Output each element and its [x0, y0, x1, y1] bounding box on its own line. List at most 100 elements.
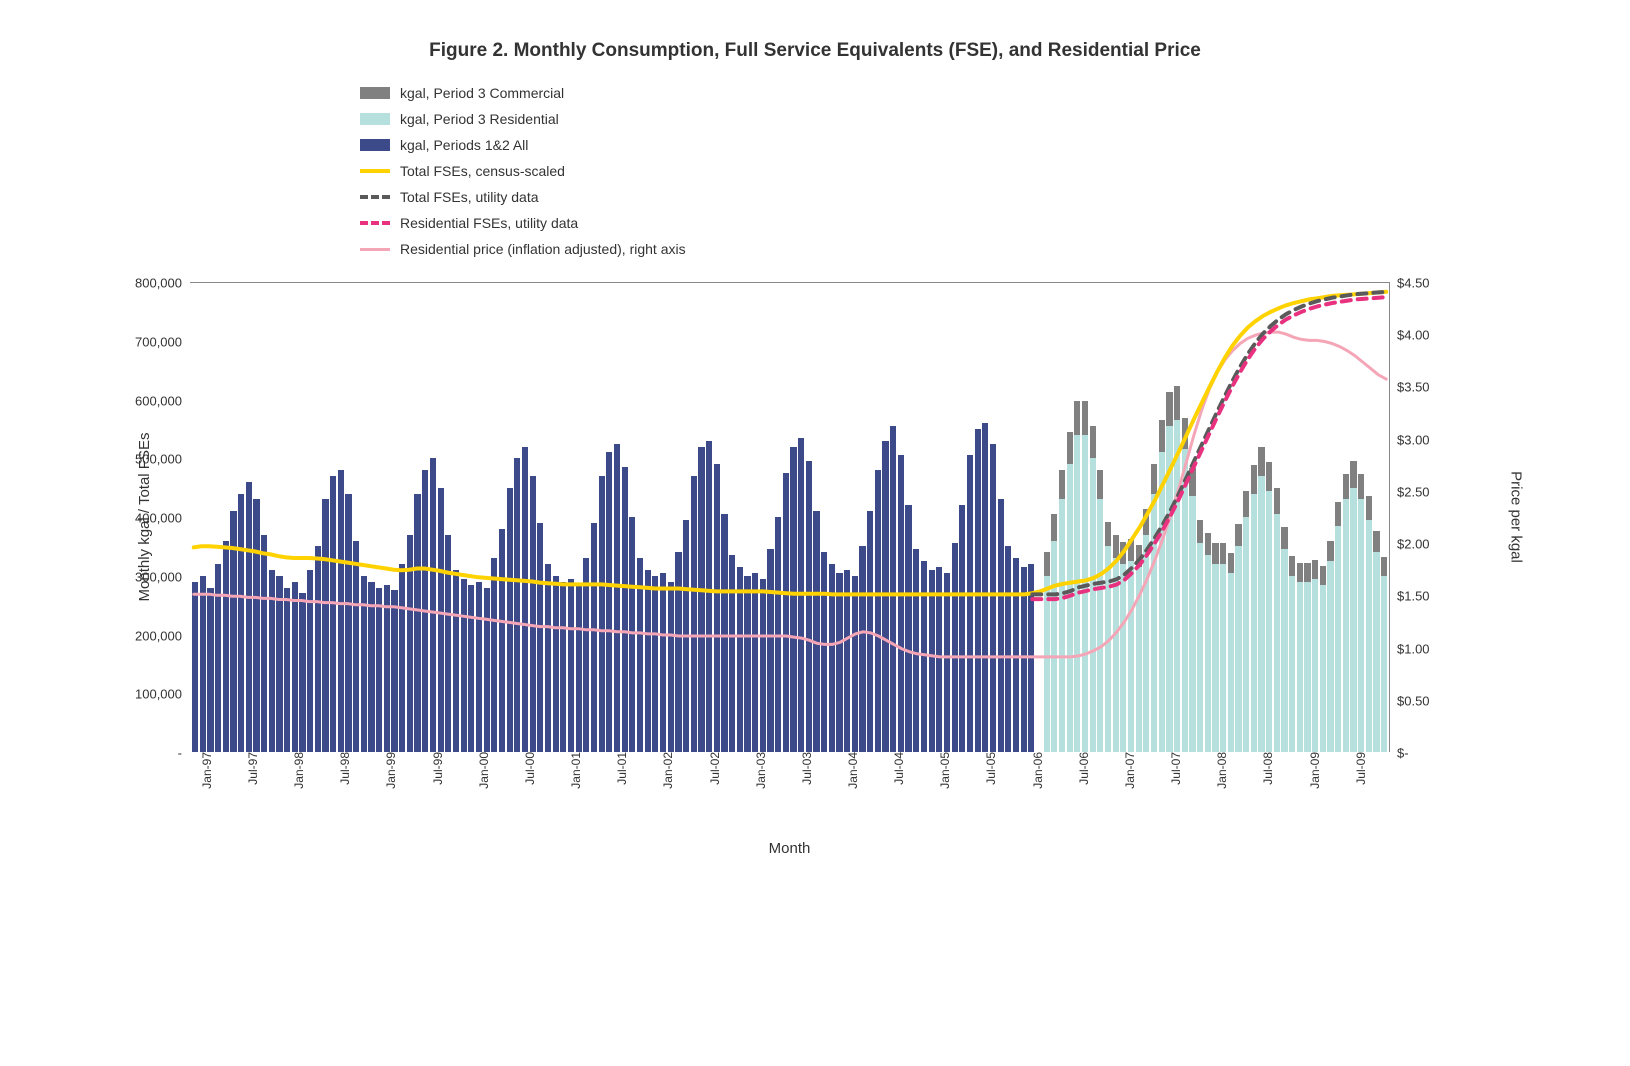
legend-line-swatch: [360, 248, 390, 251]
bar: [1343, 283, 1349, 752]
bar: [652, 283, 658, 752]
bar: [253, 283, 259, 752]
y-right-tick: $1.50: [1389, 589, 1430, 604]
bar-seg-period12: [614, 444, 620, 752]
bar: [330, 283, 336, 752]
bar-seg-period3-res: [1113, 558, 1119, 752]
chart-title: Figure 2. Monthly Consumption, Full Serv…: [60, 40, 1570, 62]
y-axis-right-label: Price per kgal: [1507, 471, 1524, 563]
bar: [629, 283, 635, 752]
bar: [921, 283, 927, 752]
bar-seg-period3-com: [1082, 401, 1088, 435]
y-left-tick: 100,000: [135, 687, 190, 702]
bar-seg-period12: [276, 576, 282, 752]
bar-seg-period3-res: [1373, 552, 1379, 752]
bar: [882, 283, 888, 752]
bar-seg-period3-res: [1120, 564, 1126, 752]
bar: [944, 283, 950, 752]
bar-seg-period3-com: [1327, 541, 1333, 562]
bar-seg-period12: [905, 505, 911, 752]
x-tick: Jul-07: [1163, 752, 1183, 785]
bar-seg-period3-res: [1097, 499, 1103, 752]
bar-seg-period12: [461, 579, 467, 752]
bar-seg-period12: [1005, 546, 1011, 752]
bar-seg-period12: [430, 458, 436, 752]
bar: [675, 283, 681, 752]
bar: [1044, 283, 1050, 752]
bar: [775, 283, 781, 752]
bar-seg-period12: [537, 523, 543, 752]
legend-line-swatch: [360, 221, 390, 225]
bar-seg-period12: [215, 564, 221, 752]
bar: [399, 283, 405, 752]
bar-seg-period12: [744, 576, 750, 752]
bar-seg-period12: [1021, 567, 1027, 752]
bar: [1251, 283, 1257, 752]
bar-seg-period12: [1028, 564, 1034, 752]
bar-seg-period12: [368, 582, 374, 752]
bar: [384, 283, 390, 752]
bar: [844, 283, 850, 752]
bar: [1189, 283, 1195, 752]
bar-seg-period12: [407, 535, 413, 752]
bar-seg-period12: [760, 579, 766, 752]
y-left-tick: 200,000: [135, 628, 190, 643]
bar-seg-period3-com: [1212, 543, 1218, 564]
bar-seg-period12: [353, 541, 359, 753]
bar: [530, 283, 536, 752]
bar-seg-period3-com: [1312, 560, 1318, 579]
bar-seg-period12: [790, 447, 796, 753]
x-tick: Jul-97: [240, 752, 260, 785]
bar-seg-period12: [967, 455, 973, 752]
bar-seg-period12: [637, 558, 643, 752]
bar: [683, 283, 689, 752]
bar-seg-period3-res: [1059, 499, 1065, 752]
bar: [706, 283, 712, 752]
bar-seg-period3-res: [1243, 517, 1249, 752]
bar-seg-period3-res: [1136, 567, 1142, 752]
bar: [760, 283, 766, 752]
bar-seg-period12: [629, 517, 635, 752]
bar-seg-period3-com: [1205, 533, 1211, 555]
bar-seg-period12: [468, 585, 474, 752]
x-tick: Jan-99: [378, 752, 398, 789]
bar-seg-period12: [821, 552, 827, 752]
bar-seg-period12: [1013, 558, 1019, 752]
bar-seg-period12: [898, 455, 904, 752]
bar-seg-period12: [698, 447, 704, 753]
bar: [1082, 283, 1088, 752]
bar-seg-period12: [192, 582, 198, 752]
bar: [982, 283, 988, 752]
bar-seg-period12: [230, 511, 236, 752]
bar-seg-period12: [836, 573, 842, 752]
bar: [614, 283, 620, 752]
bar: [1289, 283, 1295, 752]
bar: [322, 283, 328, 752]
bar-seg-period3-res: [1166, 426, 1172, 752]
bar: [1258, 283, 1264, 752]
bar-seg-period12: [345, 494, 351, 753]
bar: [767, 283, 773, 752]
bar-seg-period12: [706, 441, 712, 752]
y-left-tick: 300,000: [135, 569, 190, 584]
bar-seg-period3-res: [1274, 514, 1280, 752]
bar: [660, 283, 666, 752]
x-tick: Jul-09: [1348, 752, 1368, 785]
bar: [491, 283, 497, 752]
chart-container: Figure 2. Monthly Consumption, Full Serv…: [60, 40, 1570, 940]
bar-seg-period3-com: [1289, 556, 1295, 576]
bar-seg-period3-com: [1220, 543, 1226, 564]
bar-seg-period12: [936, 567, 942, 752]
bar: [637, 283, 643, 752]
bar-seg-period12: [583, 558, 589, 752]
bar: [315, 283, 321, 752]
bar: [1243, 283, 1249, 752]
bar: [975, 283, 981, 752]
bar: [269, 283, 275, 752]
bar-seg-period3-com: [1189, 468, 1195, 496]
bar-seg-period12: [982, 423, 988, 752]
bar-seg-period3-com: [1258, 447, 1264, 476]
bar: [1120, 283, 1126, 752]
bar: [929, 283, 935, 752]
y-left-tick: 400,000: [135, 511, 190, 526]
